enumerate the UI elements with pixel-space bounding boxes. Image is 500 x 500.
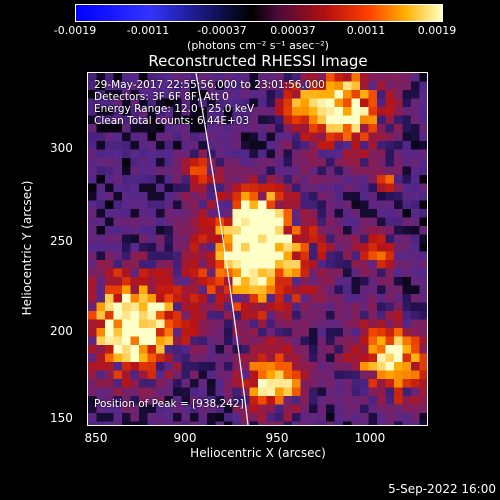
- colorbar-tick: -0.0019: [53, 24, 97, 37]
- x-tick: 1000: [354, 431, 386, 445]
- x-axis-label: Heliocentric X (arcsec): [190, 446, 326, 460]
- colorbar: [75, 4, 443, 22]
- y-tick: 150: [50, 411, 73, 425]
- image-canvas: [88, 73, 427, 425]
- y-tick: 200: [50, 324, 73, 338]
- info-clean: Clean Total counts: 6.44E+03: [94, 115, 250, 127]
- info-energy: Energy Range: 12.0 - 25.0 keV: [94, 103, 255, 115]
- y-tick: 300: [50, 141, 73, 155]
- info-time: 29-May-2017 22:55:56.000 to 23:01:56.000: [94, 79, 325, 91]
- rhessi-image: 29-May-2017 22:55:56.000 to 23:01:56.000…: [87, 72, 428, 426]
- y-axis-label: Heliocentric Y (arcsec): [20, 180, 34, 316]
- x-tick: 950: [265, 431, 289, 445]
- colorbar-units: (photons cm⁻² s⁻¹ asec⁻²): [187, 39, 329, 52]
- info-detectors: Detectors: 3F 6F 8F, Att 0: [94, 91, 229, 103]
- colorbar-tick: -0.00037: [197, 24, 247, 37]
- colorbar-tick: 0.00037: [270, 24, 316, 37]
- x-tick: 900: [173, 431, 197, 445]
- solar-limb-line: [195, 73, 249, 425]
- colorbar-tick: 0.0011: [346, 24, 386, 37]
- image-title: Reconstructed RHESSI Image: [148, 52, 368, 70]
- colorbar-tick: -0.0011: [126, 24, 170, 37]
- footer-date: 5-Sep-2022 16:00: [388, 482, 496, 496]
- colorbar-tick: 0.0019: [417, 24, 457, 37]
- x-tick: 850: [84, 431, 108, 445]
- y-tick: 250: [50, 234, 73, 248]
- info-peak: Position of Peak = [938,242]: [94, 398, 244, 410]
